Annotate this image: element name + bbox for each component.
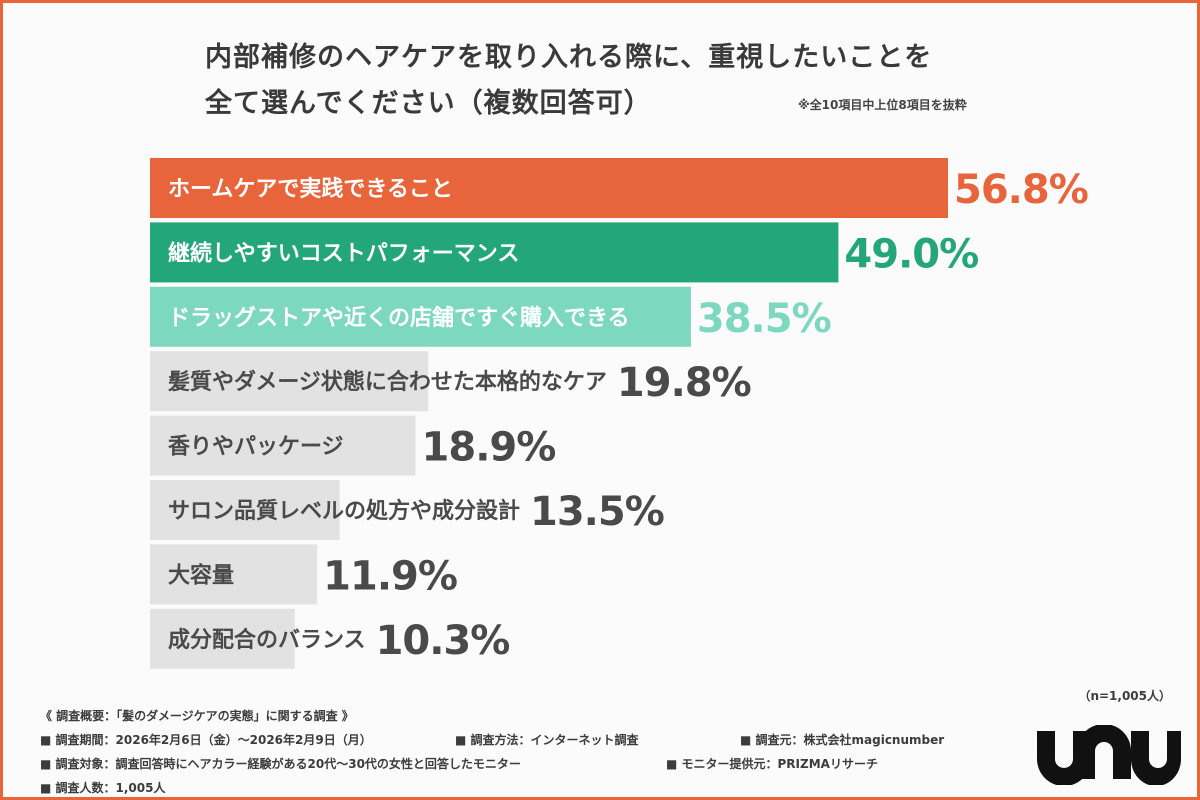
value-label-6: 13.5% [530,489,664,535]
survey-target: ■ 調査対象：調査回答時にヘアカラー経験がある20代〜30代の女性と回答したモニ… [40,755,521,772]
bar-chart: ホームケアで実践できること 56.8% 継続しやすいコストパフォーマンス 49.0% ド… [3,3,1200,683]
value-label-7: 11.9% [323,553,457,599]
bar-label-1: ホームケアで実践できること [168,176,453,202]
survey-heading: 《 調査概要：「髪のダメージケアの実態」に関する調査 》 [40,707,354,724]
value-label-1: 56.8% [954,167,1088,213]
bar-label-8: 成分配合のバランス [168,627,366,653]
survey-organizer: ■ 調査元：株式会社magicnumber [740,731,944,748]
survey-period: ■ 調査期間：2026年2月6日（金）〜2026年2月9日（月） [40,731,372,748]
value-label-8: 10.3% [376,618,510,664]
bar-label-5: 香りやパッケージ [168,435,344,460]
infographic-frame: 内部補修のヘアケアを取り入れる際に、重視したいことを 全て選んでください（複数回… [0,0,1200,800]
bar-label-2: 継続しやすいコストパフォーマンス [168,240,519,266]
value-label-2: 49.0% [844,231,978,277]
value-label-5: 18.9% [422,425,556,471]
bar-label-7: 大容量 [168,562,234,588]
survey-method: ■ 調査方法：インターネット調査 [455,731,639,748]
sample-size: （n=1,005人） [1078,687,1171,704]
bar-label-3: ドラッグストアや近くの店舗ですぐ購入できる [168,305,630,331]
survey-provider: ■ モニター提供元：PRIZMAリサーチ [666,755,878,772]
survey-count: ■ 調査人数：1,005人 [40,779,165,796]
bar-label-6: サロン品質レベルの処方や成分設計 [168,498,520,524]
unu-logo: unu [1031,725,1181,785]
value-label-3: 38.5% [697,296,831,342]
value-label-4: 19.8% [617,360,751,406]
bar-label-4: 髪質やダメージ状態に合わせた本格的なケア [167,369,607,395]
